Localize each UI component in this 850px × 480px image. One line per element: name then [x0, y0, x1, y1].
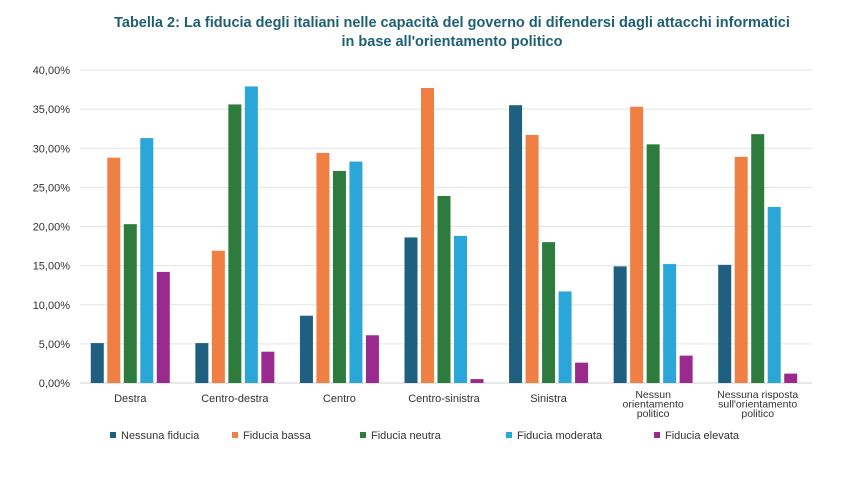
legend-swatch — [506, 432, 512, 438]
y-tick-label: 35,00% — [33, 104, 71, 116]
legend-label: Fiducia bassa — [243, 430, 312, 442]
chart-title-line-1: Tabella 2: La fiducia degli italiani nel… — [114, 15, 790, 31]
x-tick-label: orientamento — [622, 399, 683, 411]
legend-label: Fiducia elevata — [665, 430, 740, 442]
bar — [211, 250, 225, 383]
legend-swatch — [360, 432, 366, 438]
bar — [454, 235, 467, 383]
bar — [751, 134, 765, 383]
bar — [107, 157, 121, 383]
bar — [718, 264, 732, 383]
y-tick-label: 15,00% — [33, 261, 71, 273]
bar — [558, 291, 572, 383]
bar — [244, 86, 258, 384]
y-tick-label: 40,00% — [33, 65, 71, 77]
bar — [470, 379, 484, 383]
legend-label: Fiducia neutra — [371, 430, 442, 442]
bar — [734, 156, 748, 383]
bar — [299, 315, 313, 383]
bar — [646, 144, 660, 383]
x-tick-label: Destra — [114, 393, 147, 405]
chart-title-line-2: in base all'orientamento politico — [341, 34, 563, 50]
bar — [195, 343, 209, 383]
x-tick-label: politico — [741, 408, 774, 420]
y-tick-label: 0,00% — [39, 378, 70, 390]
y-tick-label: 20,00% — [33, 222, 71, 234]
legend-label: Fiducia moderata — [517, 430, 603, 442]
x-tick-label: Centro-sinistra — [408, 393, 480, 405]
y-tick-label: 10,00% — [33, 300, 71, 312]
bar — [613, 266, 627, 383]
bar — [525, 134, 539, 383]
bar — [156, 271, 170, 383]
bar — [542, 242, 556, 383]
legend-swatch — [654, 432, 660, 438]
bar — [332, 170, 346, 383]
x-tick-label: sull'orientamento — [718, 399, 797, 411]
bar — [404, 237, 418, 383]
bar — [140, 138, 154, 383]
chart-title: Tabella 2: La fiducia degli italiani nel… — [0, 14, 850, 52]
x-tick-label: Centro-destra — [201, 393, 269, 405]
x-tick-label: politico — [637, 408, 670, 420]
bar — [123, 224, 137, 383]
x-tick-label: Nessuna risposta — [717, 389, 798, 401]
bar — [349, 161, 363, 383]
legend-swatch — [110, 432, 116, 438]
bar — [784, 373, 798, 383]
x-tick-label: Centro — [323, 393, 356, 405]
bar — [365, 335, 379, 383]
x-tick-label: Nessun — [635, 389, 671, 401]
bar — [228, 104, 242, 384]
bar — [767, 206, 781, 383]
y-tick-label: 25,00% — [33, 182, 71, 194]
bar — [316, 152, 330, 383]
bar — [663, 264, 677, 383]
bar — [90, 343, 104, 383]
x-tick-label: Sinistra — [530, 393, 568, 405]
bar — [679, 355, 693, 383]
y-tick-label: 30,00% — [33, 143, 71, 155]
bar — [509, 105, 523, 384]
legend-label: Nessuna fiducia — [121, 430, 200, 442]
bar — [630, 106, 644, 383]
legend-swatch — [232, 432, 238, 438]
bar — [437, 195, 451, 383]
y-tick-label: 5,00% — [39, 339, 70, 351]
bar — [421, 87, 434, 383]
bar — [261, 351, 275, 383]
bar — [575, 362, 589, 383]
